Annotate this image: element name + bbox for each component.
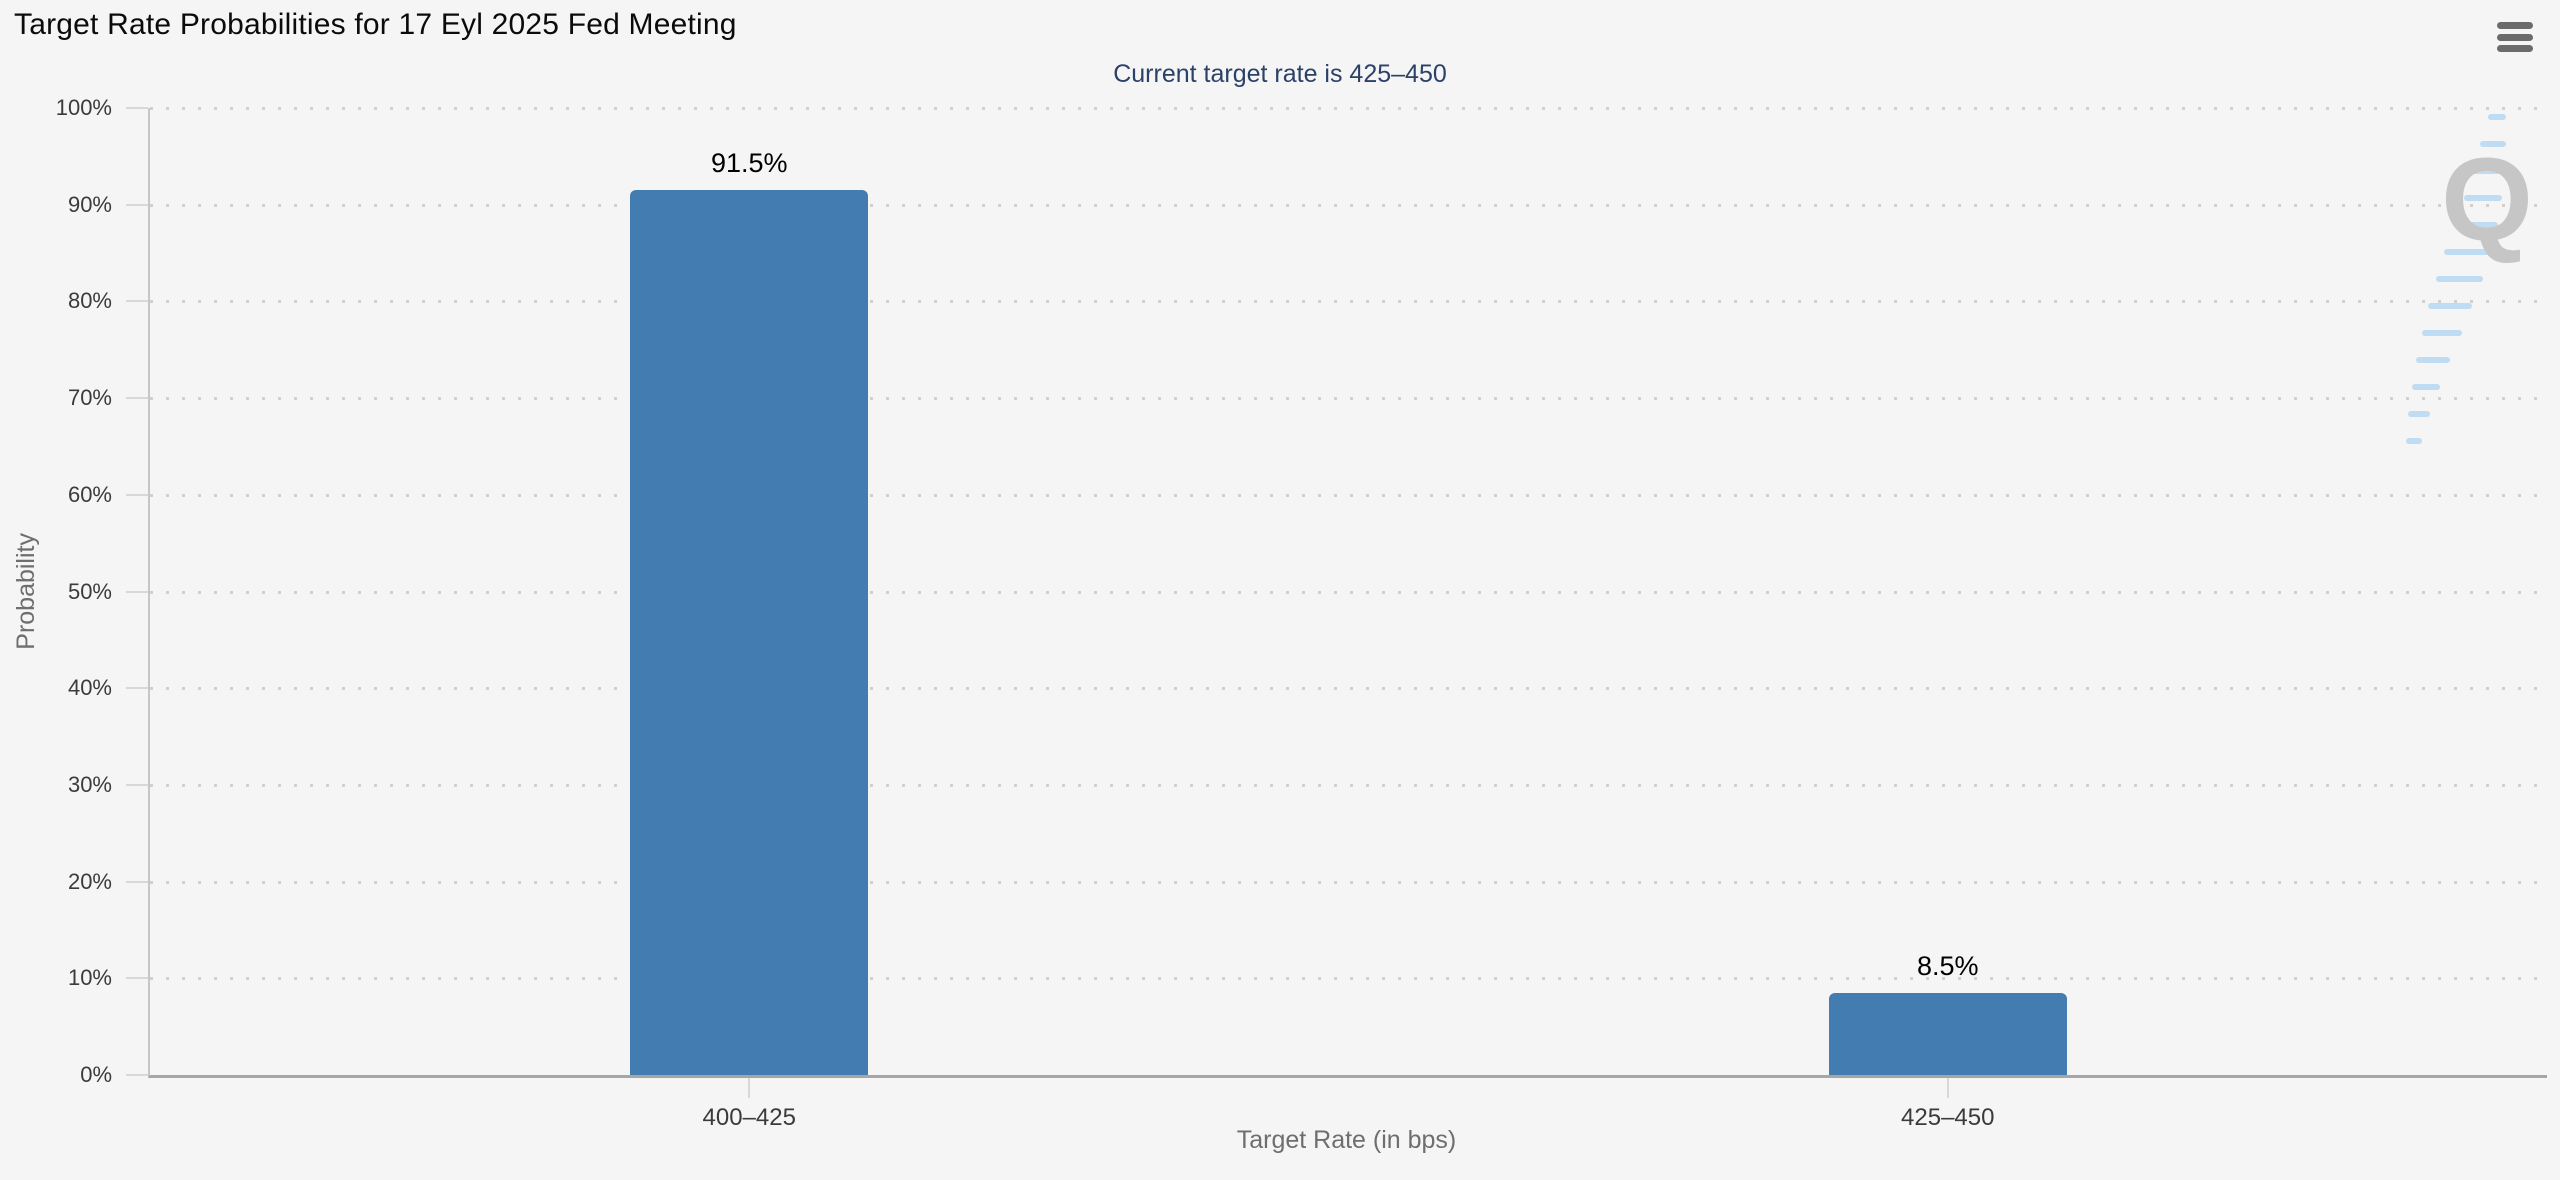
gridline [150,977,2547,981]
y-tick-mark [126,977,148,980]
y-tick-label: 100% [55,95,112,120]
y-axis-title: Probability [11,533,40,650]
hamburger-menu-icon [2497,33,2533,41]
gridline [150,493,2547,497]
probability-bar[interactable] [1828,992,2067,1075]
y-tick-mark [126,880,148,883]
y-tick-mark [126,493,148,496]
hamburger-menu-icon [2497,22,2533,29]
y-tick-label: 20% [67,868,112,894]
probability-bar[interactable] [630,190,869,1075]
y-tick-label: 30% [67,771,112,797]
y-tick-label: 70% [67,385,112,411]
chart-export-menu-button[interactable] [2495,20,2535,54]
y-tick-label: 60% [67,481,112,507]
bar-value-label: 91.5% [710,148,788,179]
y-tick-mark [126,203,148,206]
y-tick-label: 80% [67,288,112,314]
y-tick-mark [126,687,148,690]
x-tick-mark [748,1078,751,1098]
gridline [150,300,2547,304]
x-category-label: 400–425 [702,1104,796,1131]
y-tick-label: 10% [67,965,112,991]
hamburger-menu-icon [2497,45,2533,52]
plot-area: 0% 10% 20% 30% 40% 50% 60% 70% 80% 90% 100% 91.5% 40… [56,95,2547,1131]
gridline [150,107,2547,110]
gridline [150,880,2547,884]
y-tick-mark [126,783,148,786]
x-category-label: 425–450 [1901,1104,1995,1131]
bar-value-label: 8.5% [1916,950,1979,981]
y-tick-mark [126,300,148,303]
gridline [150,783,2547,787]
y-tick-mark [126,397,148,400]
gridline [150,203,2547,207]
y-tick-label: 0% [80,1062,112,1087]
y-tick-mark [126,107,148,109]
chart-subtitle: Current target rate is 425–450 [1113,60,1447,88]
x-axis-title: Target Rate (in bps) [1236,1126,1457,1154]
y-tick-label: 50% [67,578,112,604]
gridline [150,687,2547,691]
gridline [150,590,2547,594]
y-tick-mark [126,1074,148,1076]
y-tick-label: 90% [67,191,112,217]
chart-title: Target Rate Probabilities for 17 Eyl 202… [14,8,737,41]
gridline [150,397,2547,401]
x-tick-mark [1946,1078,1949,1098]
y-tick-mark [126,590,148,593]
y-tick-label: 40% [67,675,112,701]
